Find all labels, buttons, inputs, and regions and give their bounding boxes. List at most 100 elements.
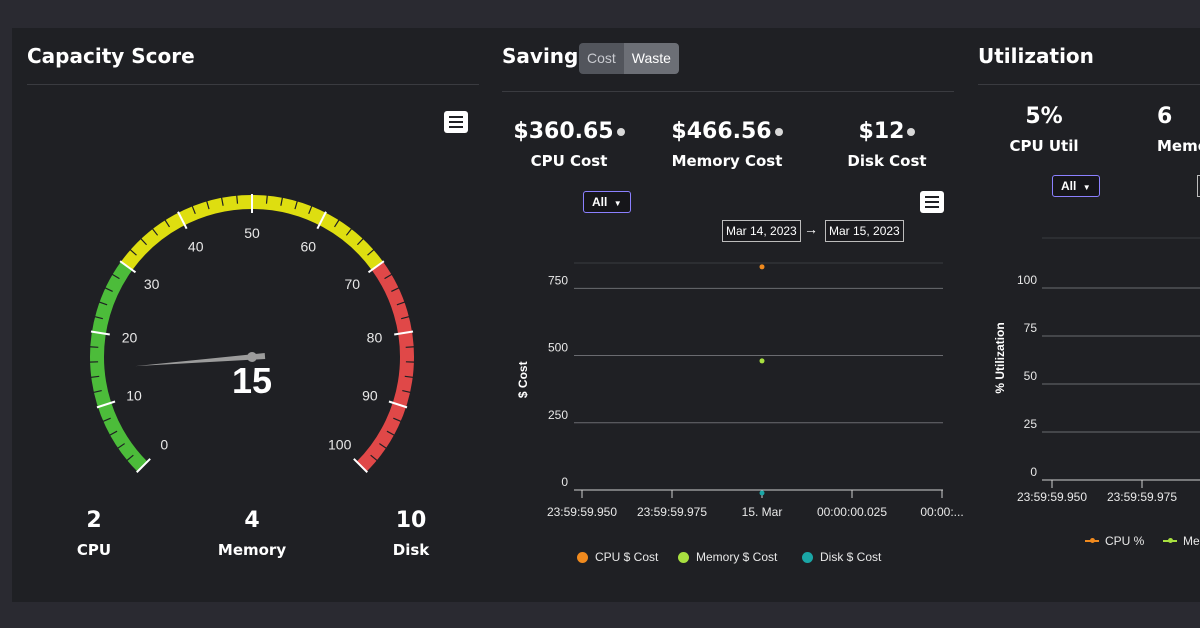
legend-cpu-cost[interactable]: CPU $ Cost bbox=[577, 550, 658, 564]
disk-cost-label: Disk Cost bbox=[847, 152, 927, 170]
gauge-major-tick bbox=[353, 458, 368, 473]
capacity-score-title: Capacity Score bbox=[27, 44, 195, 68]
legend-line-icon bbox=[1163, 538, 1177, 543]
savings-xtick-label: 00:00:... bbox=[920, 505, 963, 518]
savings-xtick-label: 23:59:59.950 bbox=[547, 505, 617, 518]
cpu-cost-value: $360.65 bbox=[513, 119, 614, 144]
gauge-minor-tick bbox=[402, 390, 412, 394]
gauge-needle bbox=[135, 352, 266, 367]
gauge-minor-tick bbox=[356, 237, 365, 246]
savings-panel: Savings Cost Waste $360.65 CPU Cost $466… bbox=[492, 28, 967, 602]
capacity-memory-value: 4 bbox=[244, 508, 260, 533]
coin-icon bbox=[907, 128, 916, 136]
gauge-label: 0 bbox=[160, 437, 168, 453]
toggle-waste-button[interactable]: Waste bbox=[623, 43, 679, 74]
gauge-label: 10 bbox=[126, 387, 142, 403]
gauge-minor-tick bbox=[191, 205, 196, 215]
gauge-pivot bbox=[247, 352, 257, 362]
legend-memory-cost[interactable]: Memory $ Cost bbox=[678, 550, 777, 564]
util-filter-dropdown[interactable]: All ▼ bbox=[1052, 175, 1100, 197]
savings-title: Savings bbox=[502, 44, 591, 68]
gauge-minor-tick bbox=[220, 196, 224, 206]
savings-data-point[interactable] bbox=[759, 264, 765, 270]
date-range-arrow: → bbox=[804, 221, 818, 237]
gauge-major-tick bbox=[177, 211, 188, 230]
cpu-cost-label: CPU Cost bbox=[530, 152, 608, 170]
capacity-gauge: 0 10 20 30 40 50 60 70 80 90 100 bbox=[89, 194, 415, 473]
util-xtick-label: 23:59:59.975 bbox=[1107, 490, 1177, 503]
capacity-menu-icon[interactable] bbox=[444, 111, 468, 133]
capacity-metric-memory: 4 Memory bbox=[207, 508, 297, 559]
legend-dot-icon bbox=[802, 551, 813, 563]
gauge-minor-tick bbox=[89, 346, 99, 348]
gauge-major-tick bbox=[394, 330, 414, 336]
cpu-util-value: 5% bbox=[1025, 104, 1063, 129]
disk-cost-value: $12 bbox=[858, 119, 905, 144]
gauge-minor-tick bbox=[92, 390, 102, 394]
gauge-minor-tick bbox=[334, 219, 340, 228]
savings-chart: 0 250 500 750 $ Cost 23:59:59.950 23:59:59.975… bbox=[516, 262, 964, 518]
toggle-cost-button[interactable]: Cost bbox=[579, 43, 624, 74]
savings-stat-cpu: $360.65 CPU Cost bbox=[504, 119, 634, 170]
gauge-minor-tick bbox=[111, 273, 120, 280]
savings-data-point[interactable] bbox=[759, 358, 765, 364]
capacity-cpu-value: 2 bbox=[86, 508, 102, 533]
legend-memory-pct-label: Me bbox=[1183, 534, 1200, 548]
gauge-minor-tick bbox=[236, 194, 239, 204]
legend-cpu-pct[interactable]: CPU % bbox=[1085, 534, 1144, 548]
legend-memory-pct[interactable]: Me bbox=[1163, 534, 1200, 548]
utilization-chart: 0 25 50 75 100 % Utilization 23:59:59.950 23:59… bbox=[993, 237, 1200, 503]
utilization-divider bbox=[978, 84, 1200, 85]
legend-dot-icon bbox=[678, 551, 689, 563]
savings-ytick-label: 500 bbox=[548, 341, 568, 355]
gauge-label: 80 bbox=[367, 330, 383, 346]
capacity-divider bbox=[27, 84, 479, 85]
gauge-label: 90 bbox=[362, 387, 378, 403]
gauge-minor-tick bbox=[379, 443, 388, 450]
date-from-input[interactable]: Mar 14, 2023 bbox=[722, 220, 801, 242]
gauge-label: 40 bbox=[188, 239, 204, 255]
util-stat-memory: 6 Memo bbox=[1157, 104, 1200, 155]
util-ytick-label: 100 bbox=[1017, 273, 1037, 287]
gauge-minor-tick bbox=[393, 417, 402, 423]
coin-icon bbox=[774, 128, 783, 136]
gauge-minor-tick bbox=[308, 205, 313, 215]
gauge-minor-tick bbox=[102, 417, 111, 423]
gauge-major-tick bbox=[119, 260, 137, 274]
util-ytick-label: 75 bbox=[1024, 321, 1038, 335]
gauge-label: 70 bbox=[345, 276, 361, 292]
cpu-util-label: CPU Util bbox=[1009, 137, 1079, 155]
gauge-major-tick bbox=[96, 400, 116, 409]
savings-ytick-label: 750 bbox=[548, 273, 568, 287]
gauge-major-tick bbox=[136, 458, 151, 473]
gauge-minor-tick bbox=[129, 248, 137, 256]
gauge-minor-tick bbox=[280, 196, 284, 206]
util-ytick-label: 0 bbox=[1030, 465, 1037, 479]
gauge-label: 50 bbox=[244, 225, 260, 241]
legend-cpu-pct-label: CPU % bbox=[1105, 534, 1145, 548]
capacity-score-panel: Capacity Score 0 10 20 30 40 50 60 70 80 90 100 15… bbox=[12, 28, 492, 602]
util-stat-cpu: 5% CPU Util bbox=[994, 104, 1094, 155]
savings-xtick-label: 15. Mar bbox=[742, 505, 783, 518]
util-xtick-label: 23:59:59.950 bbox=[1017, 490, 1087, 503]
util-ytick-label: 50 bbox=[1024, 369, 1038, 383]
util-date-input[interactable] bbox=[1197, 175, 1200, 197]
savings-xtick-label: 00:00:00.025 bbox=[817, 505, 887, 518]
gauge-minor-tick bbox=[386, 430, 396, 437]
gauge-minor-tick bbox=[108, 430, 118, 437]
gauge-band-low bbox=[90, 261, 148, 472]
savings-menu-icon[interactable] bbox=[920, 191, 944, 213]
gauge-minor-tick bbox=[384, 273, 393, 280]
savings-filter-dropdown[interactable]: All ▼ bbox=[583, 191, 631, 213]
chevron-down-icon: ▼ bbox=[613, 199, 622, 208]
legend-cpu-cost-label: CPU $ Cost bbox=[595, 550, 659, 564]
capacity-disk-label: Disk bbox=[392, 541, 430, 559]
gauge-minor-tick bbox=[370, 454, 378, 462]
gauge-major-tick bbox=[367, 260, 385, 274]
gauge-minor-tick bbox=[139, 237, 148, 246]
gauge-minor-tick bbox=[164, 219, 170, 228]
date-to-input[interactable]: Mar 15, 2023 bbox=[825, 220, 904, 242]
savings-data-point[interactable] bbox=[759, 490, 765, 496]
gauge-label: 30 bbox=[144, 276, 160, 292]
legend-disk-cost[interactable]: Disk $ Cost bbox=[802, 550, 881, 564]
